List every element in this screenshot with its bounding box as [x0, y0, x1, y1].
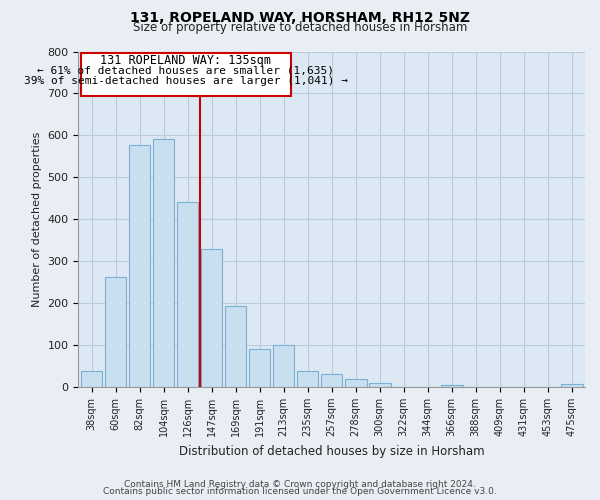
Bar	[273, 345, 295, 387]
Bar	[129, 144, 151, 387]
Text: 131 ROPELAND WAY: 135sqm: 131 ROPELAND WAY: 135sqm	[100, 54, 271, 67]
Text: Contains HM Land Registry data © Crown copyright and database right 2024.: Contains HM Land Registry data © Crown c…	[124, 480, 476, 489]
Bar	[153, 138, 175, 387]
Bar	[561, 384, 583, 387]
X-axis label: Distribution of detached houses by size in Horsham: Distribution of detached houses by size …	[179, 444, 485, 458]
Text: 131, ROPELAND WAY, HORSHAM, RH12 5NZ: 131, ROPELAND WAY, HORSHAM, RH12 5NZ	[130, 11, 470, 25]
Bar	[441, 385, 463, 387]
Bar	[321, 374, 343, 387]
Y-axis label: Number of detached properties: Number of detached properties	[32, 132, 42, 307]
Text: Size of property relative to detached houses in Horsham: Size of property relative to detached ho…	[133, 22, 467, 35]
Bar	[201, 250, 223, 387]
Bar	[297, 371, 319, 387]
Bar	[81, 371, 103, 387]
Bar	[345, 378, 367, 387]
Bar	[225, 306, 247, 387]
Text: 39% of semi-detached houses are larger (1,041) →: 39% of semi-detached houses are larger (…	[24, 76, 348, 86]
Bar	[369, 383, 391, 387]
Bar	[249, 349, 271, 387]
Bar	[105, 277, 127, 387]
FancyBboxPatch shape	[81, 53, 291, 96]
Bar	[177, 202, 199, 387]
Text: ← 61% of detached houses are smaller (1,635): ← 61% of detached houses are smaller (1,…	[37, 66, 334, 76]
Text: Contains public sector information licensed under the Open Government Licence v3: Contains public sector information licen…	[103, 488, 497, 496]
